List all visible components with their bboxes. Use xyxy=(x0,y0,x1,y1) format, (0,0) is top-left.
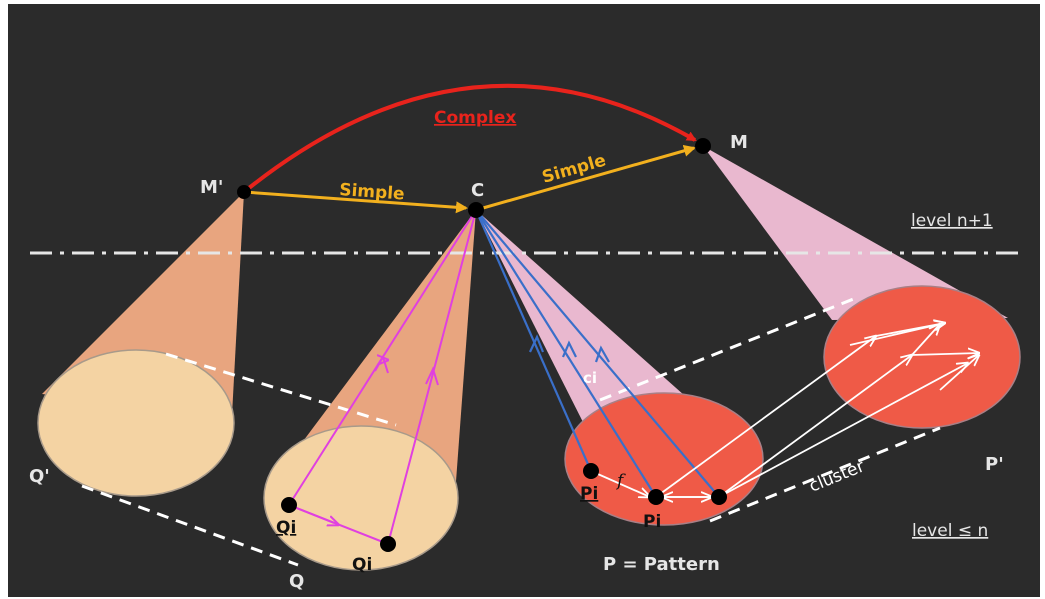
label-qi-left: Qi xyxy=(276,518,296,538)
label-p-prime: P' xyxy=(985,454,1004,475)
label-complex: Complex xyxy=(434,108,516,128)
label-pi-left: Pi xyxy=(580,484,598,504)
disc-p-prime xyxy=(823,285,1021,429)
disc-q-prime xyxy=(37,349,235,497)
magenta-arrowheads xyxy=(374,354,439,386)
disc-p xyxy=(564,392,764,526)
blue-paths xyxy=(474,209,720,498)
node-dots xyxy=(237,138,727,552)
label-m-prime: M' xyxy=(200,177,223,198)
label-ci: ci xyxy=(583,369,597,387)
label-m: M xyxy=(730,132,748,153)
simple-arrow-right xyxy=(475,144,696,212)
cone-q xyxy=(283,210,476,495)
label-q: Q xyxy=(289,571,304,592)
label-pi-center: Pi xyxy=(643,512,661,532)
dashed-correspondence-lines xyxy=(81,296,941,567)
complex-arrow xyxy=(242,83,697,194)
cone-p xyxy=(476,210,748,452)
blue-arrowheads xyxy=(529,334,610,363)
label-c: C xyxy=(471,180,484,201)
white-arrows xyxy=(590,323,979,497)
label-q-prime: Q' xyxy=(29,466,50,487)
cone-p-prime xyxy=(703,146,1008,320)
label-simple-left: Simple xyxy=(339,180,406,205)
label-level-bottom: level ≤ n xyxy=(912,521,988,541)
label-level-top: level n+1 xyxy=(911,211,993,231)
label-qi-right: Qi xyxy=(352,555,372,575)
simple-arrow-left xyxy=(243,190,468,214)
label-f: f xyxy=(615,471,626,491)
label-pattern: P = Pattern xyxy=(603,554,720,575)
